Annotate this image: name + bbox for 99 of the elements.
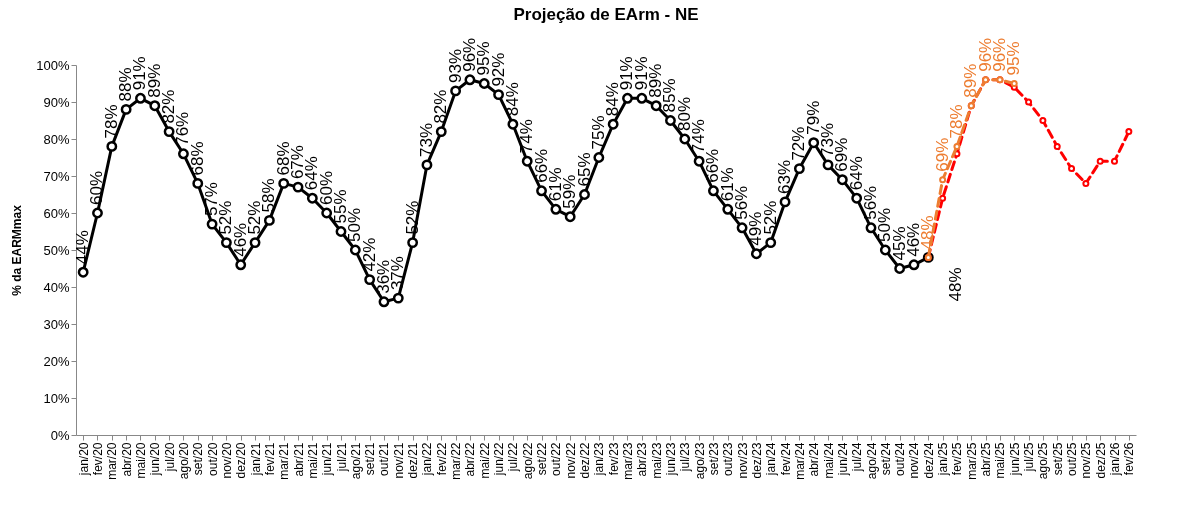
x-tick-label: dez/21: [406, 442, 421, 479]
chart-title: Projeção de EArm - NE: [513, 4, 699, 24]
x-tick-label: jul/21: [334, 442, 349, 473]
x-tick-label: dez/24: [921, 442, 936, 479]
x-tick-label: abr/21: [291, 442, 306, 477]
y-tick-label: 0%: [50, 427, 70, 443]
x-tick-label: nov/23: [735, 442, 750, 479]
x-tick-label: jan/21: [248, 442, 263, 477]
y-tick-label: 90%: [43, 94, 70, 110]
x-tick-label: set/24: [878, 442, 893, 476]
y-tick-label: 40%: [43, 279, 70, 295]
x-tick-label: fev/21: [262, 442, 277, 476]
x-tick-label: fev/24: [778, 442, 793, 476]
x-tick-label: jan/23: [592, 442, 607, 477]
x-tick-label: nov/24: [907, 442, 922, 479]
x-tick-label: mar/25: [964, 442, 979, 480]
y-tick-label: 70%: [43, 168, 70, 184]
data-label: 95%: [1004, 41, 1024, 76]
data-label: 44%: [73, 230, 93, 265]
x-tick-label: ago/21: [348, 442, 363, 480]
x-tick-label: ago/25: [1036, 442, 1051, 480]
x-tick-label: jul/20: [162, 442, 177, 473]
x-tick-label: mai/23: [649, 442, 664, 479]
x-tick-label: jun/24: [835, 442, 850, 477]
x-tick-label: mar/20: [105, 442, 120, 480]
x-tick-label: jun/22: [492, 442, 507, 477]
x-tick-label: mai/24: [821, 442, 836, 479]
x-tick-label: jul/25: [1022, 442, 1037, 473]
x-tick-label: set/25: [1050, 442, 1065, 476]
x-tick-label: nov/21: [391, 442, 406, 479]
x-tick-label: abr/24: [807, 442, 822, 477]
x-tick-label: set/22: [535, 442, 550, 476]
x-tick-label: jun/21: [320, 442, 335, 477]
x-tick-label: dez/20: [234, 442, 249, 479]
x-tick-label: mai/20: [133, 442, 148, 479]
x-tick-label: dez/23: [749, 442, 764, 479]
x-tick-label: out/25: [1065, 442, 1080, 476]
x-tick-label: jul/24: [850, 442, 865, 473]
x-tick-label: mai/22: [477, 442, 492, 479]
x-tick-label: jun/23: [663, 442, 678, 477]
data-label: 75%: [588, 115, 608, 150]
y-tick-label: 80%: [43, 131, 70, 147]
x-tick-label: jan/20: [76, 442, 91, 477]
x-tick-label: nov/20: [219, 442, 234, 479]
y-axis-title: % da EARMmax: [10, 204, 25, 296]
x-tick-label: ago/20: [176, 442, 191, 480]
x-tick-label: jan/24: [764, 442, 779, 477]
x-tick-label: abr/20: [119, 442, 134, 477]
y-tick-label: 50%: [43, 242, 70, 258]
y-tick-label: 20%: [43, 353, 70, 369]
x-tick-label: fev/25: [950, 442, 965, 476]
data-label: 68%: [187, 141, 207, 176]
data-label: 63%: [775, 159, 795, 194]
x-tick-label: out/20: [205, 442, 220, 476]
x-tick-label: set/23: [706, 442, 721, 476]
x-tick-label: dez/25: [1093, 442, 1108, 479]
x-tick-label: abr/22: [463, 442, 478, 477]
x-tick-label: jul/22: [506, 442, 521, 473]
data-label: 78%: [946, 104, 966, 139]
data-label: 69%: [932, 137, 952, 172]
x-tick-label: ago/24: [864, 442, 879, 480]
y-tick-label: 30%: [43, 316, 70, 332]
x-tick-label: mai/25: [993, 442, 1008, 479]
data-label: 50%: [345, 207, 365, 242]
x-tick-label: out/22: [549, 442, 564, 476]
data-label: 73%: [416, 122, 436, 157]
y-tick-label: 60%: [43, 205, 70, 221]
x-tick-label: jun/20: [148, 442, 163, 477]
x-tick-label: set/20: [191, 442, 206, 476]
x-tick-label: jun/25: [1007, 442, 1022, 477]
x-tick-label: out/23: [721, 442, 736, 476]
x-tick-label: nov/22: [563, 442, 578, 479]
x-tick-label: out/21: [377, 442, 392, 476]
x-tick-label: fev/26: [1122, 442, 1137, 476]
x-tick-label: mar/22: [449, 442, 464, 480]
x-tick-label: fev/23: [606, 442, 621, 476]
x-tick-label: mar/21: [277, 442, 292, 480]
data-label: 65%: [574, 152, 594, 187]
y-tick-label: 10%: [43, 390, 70, 406]
x-tick-label: nov/25: [1079, 442, 1094, 479]
x-tick-label: abr/25: [979, 442, 994, 477]
x-tick-label: fev/20: [90, 442, 105, 476]
x-tick-label: set/21: [363, 442, 378, 476]
x-tick-label: jul/23: [678, 442, 693, 473]
x-tick-label: jan/22: [420, 442, 435, 477]
x-tick-label: mar/24: [792, 442, 807, 480]
y-tick-label: 100%: [36, 57, 70, 73]
data-label: 78%: [101, 104, 121, 139]
x-tick-label: abr/23: [635, 442, 650, 477]
x-tick-label: jan/26: [1108, 442, 1123, 477]
x-tick-label: mar/23: [620, 442, 635, 480]
x-tick-label: dez/22: [578, 442, 593, 479]
x-tick-label: mai/21: [305, 442, 320, 479]
x-tick-label: jan/25: [936, 442, 951, 477]
x-tick-label: ago/22: [520, 442, 535, 480]
data-label: 48%: [946, 267, 966, 302]
x-tick-label: ago/23: [692, 442, 707, 480]
x-tick-label: fev/22: [434, 442, 449, 476]
x-tick-label: out/24: [893, 442, 908, 476]
